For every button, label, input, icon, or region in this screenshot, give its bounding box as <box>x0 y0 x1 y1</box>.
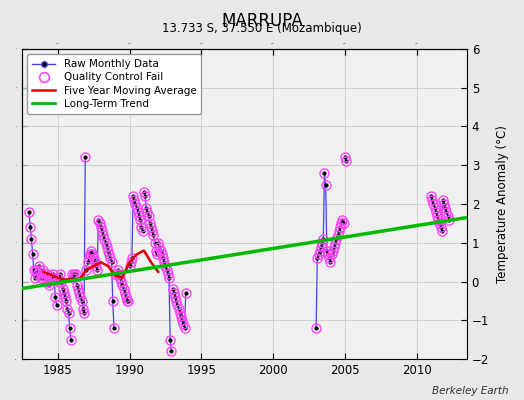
Y-axis label: Temperature Anomaly (°C): Temperature Anomaly (°C) <box>496 125 509 283</box>
Legend: Raw Monthly Data, Quality Control Fail, Five Year Moving Average, Long-Term Tren: Raw Monthly Data, Quality Control Fail, … <box>27 54 202 114</box>
Text: MARRUPA: MARRUPA <box>221 12 303 30</box>
Text: 13.733 S, 37.550 E (Mozambique): 13.733 S, 37.550 E (Mozambique) <box>162 22 362 35</box>
Text: Berkeley Earth: Berkeley Earth <box>432 386 508 396</box>
